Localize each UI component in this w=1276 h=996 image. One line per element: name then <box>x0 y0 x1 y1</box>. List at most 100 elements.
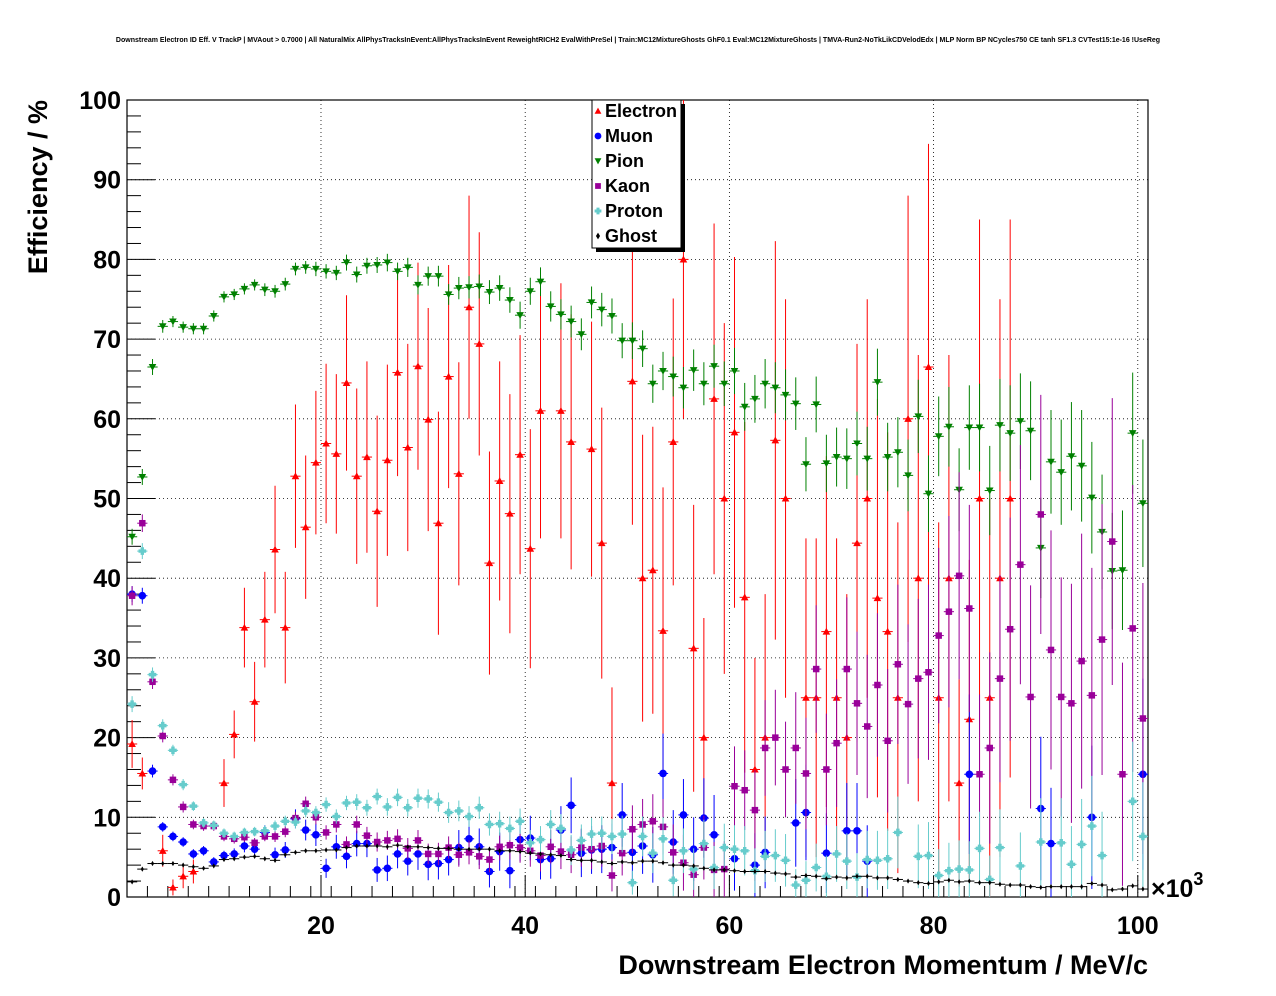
pion-point <box>863 455 872 463</box>
ghost-point <box>253 853 257 859</box>
ghost-point <box>263 856 267 862</box>
pion-point <box>557 311 565 319</box>
electron-point <box>383 456 392 464</box>
electron-point <box>332 450 341 457</box>
proton-point <box>516 817 524 826</box>
electron-point <box>914 574 923 582</box>
y-tick-label: 60 <box>93 406 121 434</box>
proton-point <box>138 547 147 555</box>
electron-point <box>169 883 177 891</box>
muon-point <box>301 826 310 834</box>
proton-point <box>894 828 902 837</box>
pion-point <box>179 324 187 331</box>
proton-point <box>1098 851 1106 860</box>
kaon-point <box>608 872 616 879</box>
electron-point <box>281 623 290 631</box>
muon-point <box>250 845 259 853</box>
pion-point <box>271 288 279 296</box>
proton-point <box>700 839 708 848</box>
y-tick-label: 100 <box>79 87 121 115</box>
kaon-point <box>894 661 902 668</box>
axes: 20 40 60 80 100 0 10 20 30 40 50 60 70 80 90 100 <box>79 87 1158 940</box>
ghost-point <box>498 848 502 854</box>
kaon-point <box>1139 715 1147 722</box>
ghost-point <box>344 844 349 851</box>
kaon-point <box>1109 538 1116 545</box>
electron-point <box>863 494 872 502</box>
proton-point <box>301 807 310 815</box>
y-tick-label: 50 <box>93 486 121 514</box>
pion-point <box>485 289 494 296</box>
x-multiplier-exponent: 3 <box>1193 869 1203 889</box>
electron-point <box>710 395 718 402</box>
kaon-point <box>853 700 861 707</box>
kaon-point <box>782 766 789 773</box>
kaon-point <box>915 675 922 682</box>
proton-point <box>373 792 381 801</box>
pion-point <box>1077 462 1086 470</box>
proton-point <box>975 844 984 853</box>
ghost-point <box>845 875 849 881</box>
legend-marker-proton <box>594 207 602 215</box>
pion-point <box>883 454 892 461</box>
proton-point <box>475 803 484 812</box>
legend-label-ghost: Ghost <box>605 226 657 246</box>
muon-point <box>1047 839 1055 848</box>
pion-point <box>618 337 626 345</box>
electron-point <box>424 415 432 423</box>
kaon-point <box>751 806 759 814</box>
ghost-point <box>314 848 318 854</box>
electron-point <box>771 436 780 444</box>
muon-point <box>342 852 351 861</box>
proton-point <box>403 803 412 812</box>
ghost-point <box>988 880 992 886</box>
kaon-point <box>1098 636 1106 643</box>
proton-point <box>1077 840 1086 849</box>
ghost-point <box>957 879 961 885</box>
proton-series <box>127 543 1148 897</box>
pion-point <box>434 273 443 280</box>
muon-point <box>853 827 861 835</box>
kaon-point <box>190 821 197 828</box>
electron-point <box>730 428 739 436</box>
ghost-point <box>712 867 716 873</box>
proton-point <box>546 820 555 829</box>
pion-point <box>220 293 228 301</box>
ghost-series <box>127 842 1148 893</box>
proton-point <box>158 721 167 730</box>
proton-point <box>1016 862 1025 870</box>
electron-point <box>179 872 187 880</box>
ghost-point <box>171 860 175 867</box>
ghost-point <box>396 842 400 848</box>
proton-point <box>669 876 678 885</box>
electron-point <box>638 574 647 582</box>
kaon-point <box>1006 625 1014 633</box>
muon-series <box>127 586 1148 897</box>
pion-point <box>240 285 249 293</box>
proton-point <box>597 829 606 838</box>
ghost-point <box>293 849 298 855</box>
ghost-point <box>804 872 808 879</box>
electron-point <box>659 627 667 634</box>
kaon-point <box>506 841 514 849</box>
legend-marker-ghost <box>595 232 601 240</box>
kaon-point <box>516 844 524 851</box>
pion-point <box>649 380 657 388</box>
muon-point <box>148 767 157 775</box>
proton-point <box>812 863 820 872</box>
pion-point <box>495 285 504 292</box>
pion-point <box>281 281 290 288</box>
x-tick-label: 20 <box>307 912 335 940</box>
legend-label-muon: Muon <box>605 126 653 146</box>
pion-point <box>720 380 729 388</box>
pion-point <box>291 265 300 273</box>
kaon-point <box>128 592 136 599</box>
pion-point <box>1016 418 1025 425</box>
grid <box>127 100 1148 897</box>
kaon-point <box>1088 692 1096 699</box>
ghost-point <box>334 847 338 853</box>
electron-point <box>434 519 443 527</box>
pion-point <box>638 345 647 353</box>
proton-point <box>169 746 177 755</box>
proton-point <box>383 803 392 811</box>
